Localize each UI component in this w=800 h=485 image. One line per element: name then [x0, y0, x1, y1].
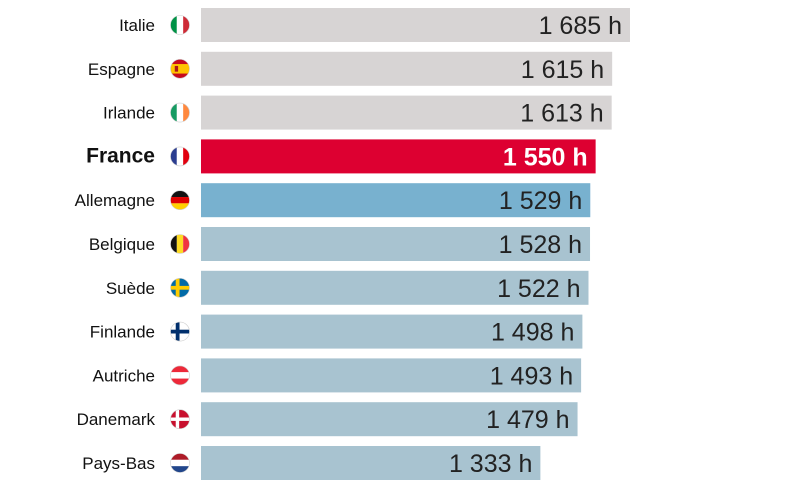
- flag-netherlands-icon: [170, 453, 190, 473]
- flag-sweden-icon: [170, 278, 190, 298]
- flag-outline: [170, 59, 190, 79]
- flag-austria-icon: [170, 365, 190, 385]
- flag-spain-icon: [170, 59, 190, 79]
- flag-italy-icon: [170, 15, 190, 35]
- flag-outline: [170, 234, 190, 254]
- value-label: 1 529 h: [499, 187, 582, 215]
- value-label: 1 685 h: [539, 12, 622, 40]
- category-label: Suède: [106, 279, 155, 298]
- value-label: 1 479 h: [486, 406, 569, 434]
- flag-outline: [170, 409, 190, 430]
- flag-outline: [170, 102, 190, 123]
- category-label: Allemagne: [75, 191, 155, 210]
- flag-outline: [170, 15, 190, 35]
- flag-belgium-icon: [170, 234, 190, 254]
- flag-ireland-icon: [170, 103, 190, 123]
- value-label: 1 493 h: [490, 362, 573, 390]
- bar-belgique: [201, 227, 591, 261]
- category-label: Irlande: [103, 104, 155, 123]
- value-label: 1 550 h: [503, 143, 588, 171]
- bar-pays-bas: [201, 446, 541, 480]
- category-label: Espagne: [88, 60, 155, 79]
- bar-allemagne: [201, 183, 591, 218]
- flag-outline: [170, 277, 190, 298]
- bar-italie: [201, 8, 630, 42]
- flag-finland-icon: [170, 322, 190, 342]
- value-label: 1 528 h: [499, 231, 582, 259]
- category-label: Danemark: [77, 410, 156, 429]
- bar-france: [201, 139, 596, 174]
- flag-outline: [170, 190, 190, 210]
- flag-germany-icon: [170, 190, 190, 210]
- category-label: Belgique: [89, 235, 155, 254]
- value-label: 1 333 h: [449, 450, 532, 478]
- flag-outline: [170, 453, 190, 473]
- category-label: Pays-Bas: [82, 454, 155, 473]
- bar-irlande: [201, 95, 612, 130]
- flag-outline: [170, 365, 190, 386]
- value-label: 1 615 h: [521, 56, 604, 84]
- value-label: 1 522 h: [497, 275, 580, 303]
- category-label: Italie: [119, 16, 155, 35]
- flag-denmark-icon: [170, 409, 190, 429]
- category-label: Finlande: [90, 323, 155, 342]
- category-label: Autriche: [93, 366, 155, 385]
- flag-outline: [170, 321, 190, 342]
- value-label: 1 613 h: [520, 100, 603, 128]
- category-label: France: [86, 144, 155, 167]
- flag-outline: [170, 146, 190, 167]
- bar-finlande: [201, 314, 583, 349]
- bar-su-de: [201, 270, 589, 305]
- bar-danemark: [201, 402, 578, 437]
- value-label: 1 498 h: [491, 319, 574, 347]
- bar-espagne: [201, 51, 613, 86]
- flag-france-icon: [170, 146, 190, 166]
- bar-autriche: [201, 358, 582, 393]
